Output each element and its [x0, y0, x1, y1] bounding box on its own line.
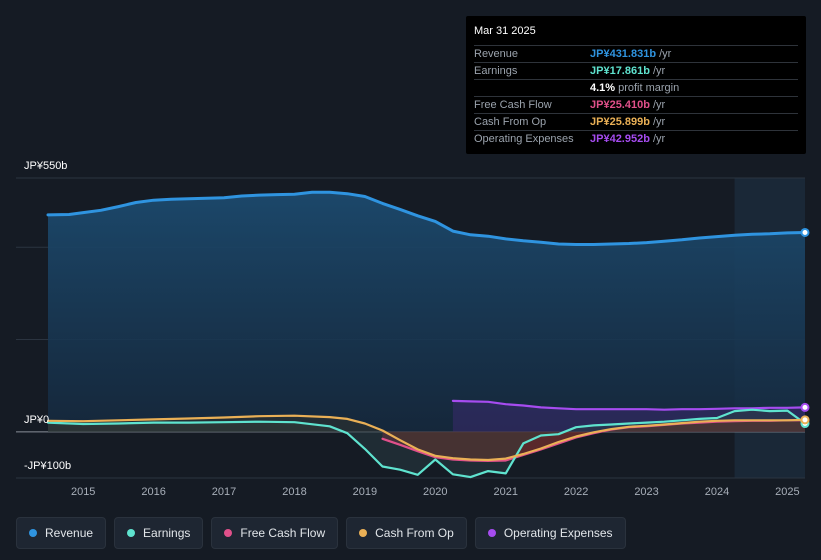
tooltip-row-earnings: Earnings JP¥17.861b /yr — [474, 63, 798, 80]
x-tick-label: 2025 — [775, 486, 799, 498]
revenue-endpoint — [800, 227, 810, 237]
legend-label: Cash From Op — [375, 526, 454, 540]
tooltip-unit: /yr — [652, 99, 666, 111]
legend-item-earnings[interactable]: Earnings — [114, 517, 204, 549]
tooltip-row-free-cash-flow: Free Cash Flow JP¥25.410b /yr — [474, 97, 798, 114]
revenue-area — [48, 192, 805, 432]
x-tick-label: 2020 — [423, 486, 447, 498]
tooltip-value: JP¥431.831b — [590, 48, 657, 60]
tooltip-unit: /yr — [652, 116, 666, 128]
legend-label: Earnings — [143, 526, 191, 540]
legend-dot-icon — [487, 529, 496, 537]
tooltip-unit: /yr — [659, 48, 672, 60]
legend-dot-icon — [29, 529, 37, 537]
tooltip-value: JP¥42.952b — [590, 133, 650, 145]
chart-plot-area: 2015 2016 2017 2018 2019 2020 2021 2022 2023 2024… — [16, 177, 810, 498]
x-tick-label: 2023 — [634, 486, 658, 498]
x-tick-label: 2022 — [564, 486, 588, 498]
operating-expenses-line — [451, 399, 807, 411]
legend-label: Free Cash Flow — [240, 526, 326, 540]
tooltip-value: JP¥25.410b — [590, 99, 650, 111]
x-tick-label: 2019 — [353, 486, 377, 498]
x-tick-label: 2021 — [493, 486, 517, 498]
tooltip-label: Operating Expenses — [474, 133, 574, 145]
cash-from-op-endpoint — [800, 415, 810, 425]
tooltip-row-operating-expenses: Operating Expenses JP¥42.952b /yr — [474, 131, 798, 148]
cash-from-op-area — [48, 415, 805, 460]
tooltip-value: JP¥25.899b — [590, 116, 650, 128]
revenue-line — [46, 190, 807, 246]
legend-dot-icon — [224, 529, 233, 537]
legend-item-revenue[interactable]: Revenue — [16, 517, 107, 549]
tooltip-date: Mar 31 2025 — [474, 24, 798, 46]
earnings-area — [48, 409, 805, 478]
legend-dot-icon — [127, 529, 136, 537]
tooltip-unit: /yr — [652, 65, 666, 77]
x-tick-label: 2017 — [212, 486, 236, 498]
tooltip-row-cash-from-op: Cash From Op JP¥25.899b /yr — [474, 114, 798, 131]
profit-margin-value: 4.1% — [590, 82, 616, 94]
y-axis-top-label: JP¥550b — [24, 160, 68, 172]
profit-margin-label: profit margin — [618, 82, 680, 94]
tooltip-row-profit-margin: 4.1% profit margin — [474, 80, 798, 97]
y-axis-bottom-label: -JP¥100b — [24, 460, 72, 472]
tooltip-label: Free Cash Flow — [474, 99, 552, 111]
earnings-line — [46, 408, 807, 479]
legend-item-free-cash-flow[interactable]: Free Cash Flow — [211, 517, 339, 549]
tooltip-row-revenue: Revenue JP¥431.831b /yr — [474, 46, 798, 63]
x-tick-label: 2024 — [705, 486, 729, 498]
legend-dot-icon — [359, 529, 368, 537]
x-tick-label: 2018 — [282, 486, 306, 498]
data-tooltip: Mar 31 2025 Revenue JP¥431.831b /yr Earn… — [466, 16, 806, 154]
legend-item-cash-from-op[interactable]: Cash From Op — [346, 517, 467, 549]
y-axis-zero-label: JP¥0 — [24, 414, 50, 426]
cash-from-op-line — [46, 414, 807, 462]
x-tick-label: 2015 — [71, 486, 95, 498]
tooltip-value: JP¥17.861b — [590, 65, 650, 77]
operating-expenses-endpoint — [800, 402, 810, 412]
legend-item-operating-expenses[interactable]: Operating Expenses — [474, 517, 626, 549]
tooltip-unit: /yr — [652, 133, 666, 145]
tooltip-label: Earnings — [474, 65, 518, 77]
chart-legend: Revenue Earnings Free Cash Flow Cash Fro… — [16, 517, 626, 549]
legend-label: Operating Expenses — [503, 526, 613, 540]
tooltip-label: Cash From Op — [474, 116, 547, 128]
tooltip-label: Revenue — [474, 48, 519, 60]
legend-label: Revenue — [45, 526, 94, 540]
x-tick-label: 2016 — [141, 486, 165, 498]
